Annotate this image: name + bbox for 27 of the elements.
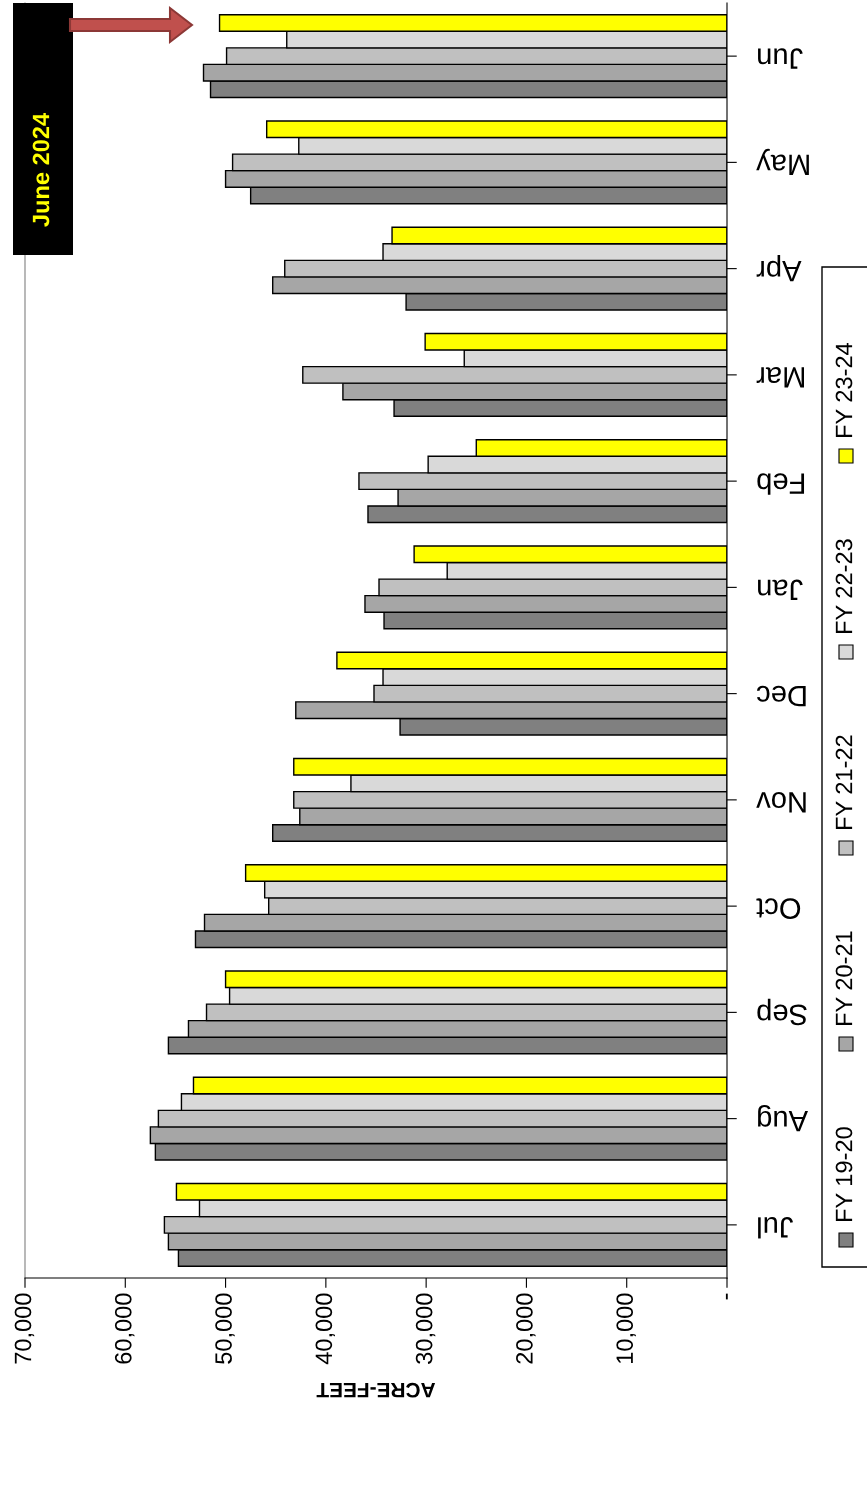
y-tick-label: Jun xyxy=(758,48,803,69)
y-tick-label: Apr xyxy=(756,255,802,282)
y-tick-label: May xyxy=(756,148,809,175)
x-tick-label: 70,000 xyxy=(14,1293,35,1364)
y-tick-label: Mar xyxy=(756,367,804,388)
x-tick-label: - xyxy=(725,1293,728,1300)
text: June 2024 xyxy=(32,113,50,227)
y-tick-label: Jul xyxy=(758,1217,793,1239)
y-tick-label: Aug xyxy=(758,1105,808,1132)
y-tick-label: Feb xyxy=(757,473,805,495)
text: FY 20-21 xyxy=(835,931,853,1026)
text: FY 21-22 xyxy=(835,735,853,830)
y-tick-label: Sep xyxy=(757,998,807,1026)
y-tick-label: Oct xyxy=(756,898,801,919)
text: FY 23-24 xyxy=(835,342,853,438)
x-tick-label: 40,000 xyxy=(315,1293,335,1365)
y-tick-label: Nov xyxy=(756,792,806,813)
text: FY 22-23 xyxy=(835,539,853,634)
x-axis-title: ACRE-FEET xyxy=(316,1382,436,1398)
x-tick-label: 30,000 xyxy=(415,1293,436,1364)
text: FY 19-20 xyxy=(835,1127,853,1222)
y-tick-label: Dec xyxy=(756,685,806,707)
y-tick-label: Jan xyxy=(758,579,803,600)
x-tick-label: 20,000 xyxy=(516,1293,536,1364)
x-tick-label: 10,000 xyxy=(616,1293,636,1363)
x-tick-label: 60,000 xyxy=(114,1293,135,1364)
x-tick-label: 50,000 xyxy=(215,1293,235,1364)
